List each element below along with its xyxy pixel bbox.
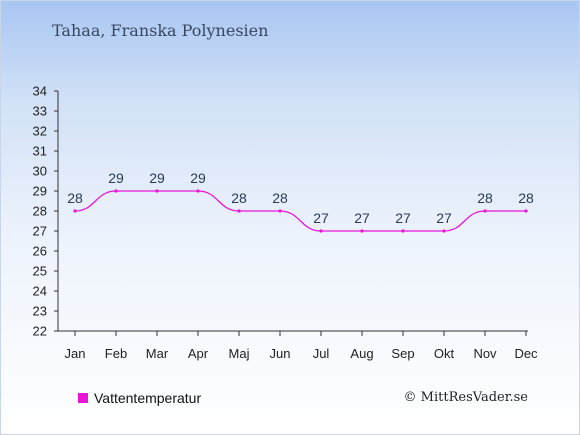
x-tick-label: Nov — [473, 346, 497, 361]
x-tick-label: Dec — [514, 346, 538, 361]
data-point — [278, 209, 282, 213]
y-tick-label: 23 — [33, 304, 47, 319]
data-label: 29 — [108, 170, 124, 186]
chart-title: Tahaa, Franska Polynesien — [52, 21, 269, 40]
data-label: 28 — [231, 190, 247, 206]
data-label: 29 — [190, 170, 206, 186]
y-tick-label: 31 — [33, 144, 47, 159]
x-tick-label: Aug — [350, 346, 373, 361]
data-label: 27 — [354, 210, 370, 226]
y-tick-label: 25 — [33, 264, 47, 279]
credit-text: © MittResVader.se — [403, 390, 528, 405]
data-point — [524, 209, 528, 213]
data-point — [196, 189, 200, 193]
data-point — [155, 189, 159, 193]
data-point — [319, 229, 323, 233]
x-tick-label: Jan — [65, 346, 86, 361]
data-point — [442, 229, 446, 233]
data-point — [483, 209, 487, 213]
y-tick-label: 32 — [33, 124, 47, 139]
y-tick-label: 30 — [33, 164, 47, 179]
y-tick-label: 27 — [33, 224, 47, 239]
y-tick-label: 24 — [33, 284, 47, 299]
data-label: 28 — [518, 190, 534, 206]
x-tick-label: Feb — [105, 346, 127, 361]
x-tick-label: Jul — [313, 346, 330, 361]
y-tick-label: 28 — [33, 204, 47, 219]
x-tick-label: Apr — [188, 346, 209, 361]
x-tick-label: Jun — [270, 346, 291, 361]
series-line — [74, 190, 526, 232]
data-label: 28 — [477, 190, 493, 206]
data-point — [114, 189, 118, 193]
data-label: 27 — [436, 210, 452, 226]
data-point — [73, 209, 77, 213]
y-tick-label: 26 — [33, 244, 47, 259]
x-tick-label: Maj — [229, 346, 250, 361]
y-tick-label: 34 — [33, 84, 47, 99]
data-label: 27 — [313, 210, 329, 226]
data-point — [401, 229, 405, 233]
data-label: 29 — [149, 170, 165, 186]
x-tick-label: Sep — [391, 346, 414, 361]
data-label: 28 — [67, 190, 83, 206]
y-tick-label: 33 — [33, 104, 47, 119]
legend: Vattentemperatur — [78, 390, 201, 406]
legend-label: Vattentemperatur — [94, 390, 202, 406]
x-tick-label: Mar — [146, 346, 169, 361]
data-label: 27 — [395, 210, 411, 226]
legend-swatch — [78, 393, 88, 403]
data-point — [360, 229, 364, 233]
y-tick-label: 22 — [33, 324, 47, 339]
data-label: 28 — [272, 190, 288, 206]
x-tick-label: Okt — [434, 346, 455, 361]
y-tick-label: 29 — [33, 184, 47, 199]
data-point — [237, 209, 241, 213]
